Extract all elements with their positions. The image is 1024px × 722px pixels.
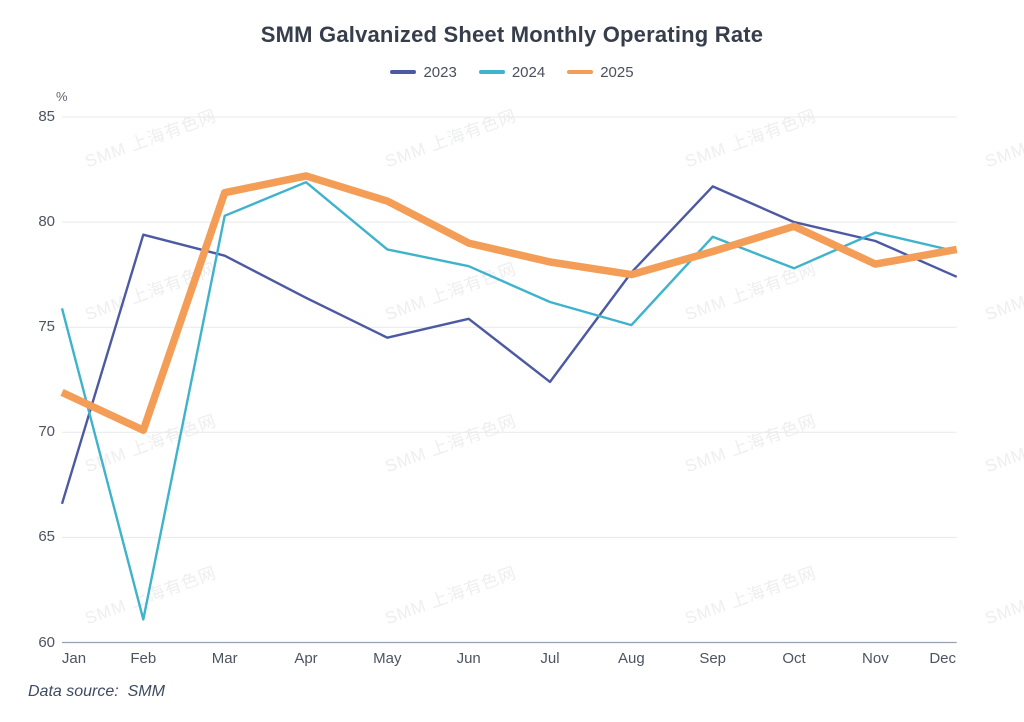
x-tick-label-sep: Sep [699,650,727,667]
legend: 2023 2024 2025 [0,62,1024,82]
x-tick-label-may: May [373,650,402,667]
series-line-2024[interactable] [60,180,957,621]
x-tick-label-oct: Oct [782,650,806,667]
legend-label-2024: 2024 [511,63,546,81]
x-tick-label-aug: Aug [617,650,645,667]
chart-title: SMM Galvanized Sheet Monthly Operating R… [260,22,764,47]
legend-item-2024[interactable]: 2024 [478,63,546,81]
x-tick-label-jul: Jul [540,650,560,667]
x-tick-label-jan: Jan [61,650,87,667]
y-tick-label-85: 85 [38,108,55,125]
data-source-note: Data source: SMM [28,683,165,700]
legend-marker-2024 [478,70,505,74]
x-tick-label-jun: Jun [456,650,481,667]
y-tick-label-80: 80 [38,213,55,231]
x-tick-label-mar: Mar [211,650,238,667]
legend-item-2025[interactable]: 2025 [567,63,634,81]
legend-marker-2023 [390,70,417,74]
y-tick-label-65: 65 [38,528,55,546]
y-tick-label-60: 60 [38,633,55,651]
x-tick-label-nov: Nov [862,650,889,667]
y-tick-label-70: 70 [38,423,55,441]
y-tick-label-75: 75 [38,318,55,336]
series-line-2025[interactable] [60,172,958,434]
legend-marker-2025 [567,70,594,74]
series-line-2023[interactable] [60,185,958,505]
y-axis-unit: % [56,89,68,104]
legend-label-2023: 2023 [423,63,457,81]
x-tick-label-dec: Dec [929,650,957,667]
legend-label-2025: 2025 [600,63,634,81]
x-tick-label-apr: Apr [294,650,318,667]
legend-item-2023[interactable]: 2023 [390,63,457,81]
x-tick-label-feb: Feb [130,650,157,667]
